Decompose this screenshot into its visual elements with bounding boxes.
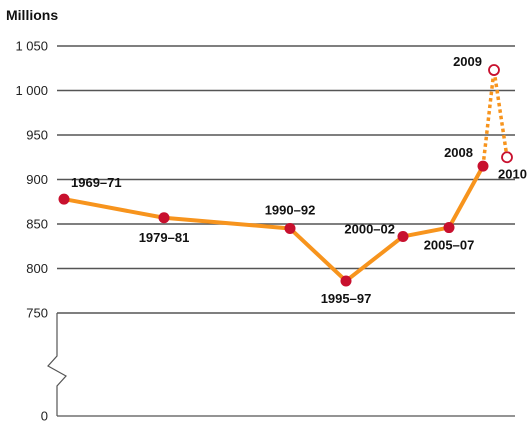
y-tick-label: 750	[26, 306, 48, 321]
y-tick-label: 1 050	[15, 39, 48, 54]
point-label-2008: 2008	[444, 145, 473, 160]
data-point-2008	[477, 160, 489, 172]
data-point-1990–92	[284, 222, 296, 234]
y-tick-label: 950	[26, 128, 48, 143]
gridlines	[57, 45, 515, 417]
y-tick-label: 800	[26, 261, 48, 276]
y-tick-label: 0	[41, 409, 48, 424]
point-label-1969–71: 1969–71	[71, 175, 122, 190]
y-tick-label: 1 000	[15, 83, 48, 98]
point-label-1990–92: 1990–92	[265, 202, 316, 217]
axis-break	[47, 313, 67, 416]
data-points	[58, 64, 513, 287]
series-line-dotted	[481, 68, 509, 167]
y-tick-label: 900	[26, 172, 48, 187]
y-tick-label: 850	[26, 217, 48, 232]
point-label-2009: 2009	[453, 54, 482, 69]
point-label-2010: 2010	[498, 166, 527, 181]
data-point-2000–02	[397, 230, 409, 242]
data-point-2005–07	[443, 222, 455, 234]
point-labels: 1969–71 1979–81 1990–92 1995–97 2000–02 2005–…	[71, 54, 527, 306]
data-point-1969–71	[58, 193, 70, 205]
axis-break-line	[47, 313, 67, 416]
y-axis-label: Millions	[6, 7, 58, 23]
data-point-1979–81	[158, 212, 170, 224]
y-tick-labels: 0 750 800 850 900 950 1 000 1 050	[15, 39, 48, 424]
point-label-2000–02: 2000–02	[344, 221, 395, 236]
data-point-2009	[488, 64, 500, 76]
data-point-2010	[501, 151, 513, 164]
point-label-2005–07: 2005–07	[424, 238, 475, 253]
point-label-1995–97: 1995–97	[321, 291, 372, 306]
data-point-1995–97	[340, 275, 352, 287]
point-label-1979–81: 1979–81	[139, 230, 190, 245]
